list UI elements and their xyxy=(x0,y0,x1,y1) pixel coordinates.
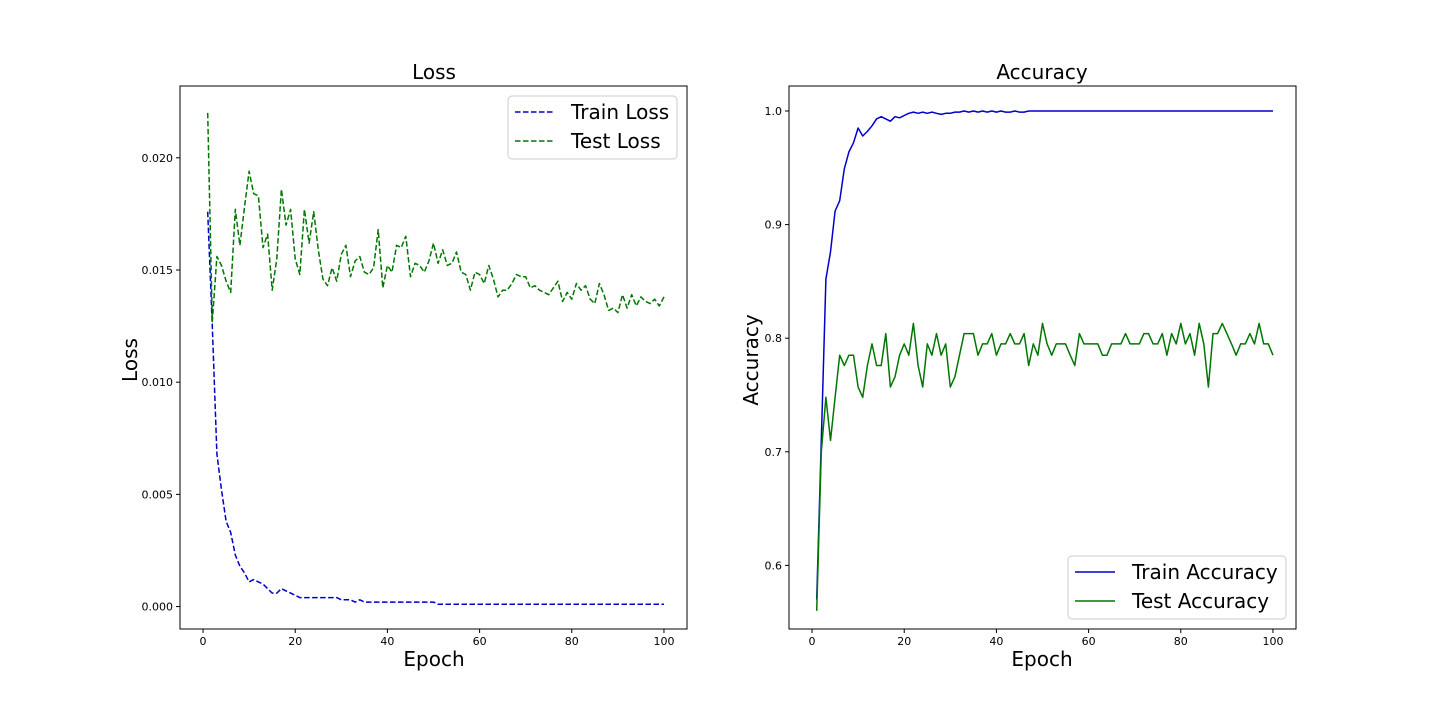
accuracy-y-tick-label: 0.6 xyxy=(765,559,783,572)
loss-plot-frame xyxy=(179,85,688,630)
accuracy-x-axis-label: Epoch xyxy=(1011,647,1072,671)
accuracy-legend-label-train: Train Accuracy xyxy=(1131,560,1278,584)
accuracy-y-axis-label: Accuracy xyxy=(739,314,763,405)
accuracy-y-ticks: 0.6 0.7 0.8 0.9 1.0 xyxy=(765,105,789,572)
accuracy-x-tick-label: 80 xyxy=(1174,635,1188,648)
accuracy-series-lines xyxy=(815,110,1274,611)
accuracy-x-tick-label: 0 xyxy=(809,635,816,648)
accuracy-legend-box xyxy=(1067,555,1287,620)
accuracy-panel: Accuracy Epoch Accuracy 0 20 40 60 80 100 0.6… xyxy=(739,60,1297,671)
loss-x-tick-label: 80 xyxy=(565,635,579,648)
accuracy-x-tick-label: 60 xyxy=(1082,635,1096,648)
accuracy-x-tick-label: 20 xyxy=(897,635,911,648)
accuracy-x-tick-label: 40 xyxy=(989,635,1003,648)
loss-x-axis-label: Epoch xyxy=(403,647,464,671)
loss-x-ticks: 0 20 40 60 80 100 xyxy=(200,629,674,648)
accuracy-y-tick-label: 0.7 xyxy=(765,446,783,459)
loss-y-axis-label: Loss xyxy=(118,338,142,382)
accuracy-legend: Train Accuracy Test Accuracy xyxy=(1067,555,1287,620)
loss-y-ticks: 0.000 0.005 0.010 0.015 0.020 xyxy=(142,152,180,614)
loss-y-tick-label: 0.020 xyxy=(142,152,174,165)
loss-x-tick-label: 0 xyxy=(200,635,207,648)
loss-legend: Train Loss Test Loss xyxy=(507,95,678,160)
accuracy-series-line-test xyxy=(815,322,1274,611)
accuracy-legend-label-test: Test Accuracy xyxy=(1131,589,1269,613)
accuracy-y-tick-label: 0.9 xyxy=(765,219,783,232)
loss-x-tick-label: 20 xyxy=(288,635,302,648)
loss-panel: Loss Epoch Loss 0 20 40 60 80 100 0.0000.0050… xyxy=(118,60,688,671)
loss-series-line-test xyxy=(206,112,665,323)
loss-legend-label-train: Train Loss xyxy=(570,100,669,124)
loss-series-line-train xyxy=(206,211,664,606)
loss-title: Loss xyxy=(412,60,456,84)
loss-y-tick-label: 0.010 xyxy=(142,376,174,389)
loss-series-lines xyxy=(206,112,665,606)
accuracy-y-tick-label: 0.8 xyxy=(765,332,783,345)
loss-x-tick-label: 60 xyxy=(473,635,487,648)
accuracy-title: Accuracy xyxy=(996,60,1087,84)
loss-y-tick-label: 0.015 xyxy=(142,264,174,277)
accuracy-plot-frame xyxy=(788,85,1297,630)
accuracy-x-tick-label: 100 xyxy=(1262,635,1283,648)
loss-x-tick-label: 40 xyxy=(380,635,394,648)
loss-x-tick-label: 100 xyxy=(653,635,674,648)
accuracy-x-ticks: 0 20 40 60 80 100 xyxy=(809,629,1283,648)
accuracy-y-tick-label: 1.0 xyxy=(765,105,783,118)
accuracy-series-line-train xyxy=(815,110,1273,600)
loss-y-tick-label: 0.005 xyxy=(142,488,174,501)
loss-legend-label-test: Test Loss xyxy=(570,129,661,153)
loss-y-tick-label: 0.000 xyxy=(142,601,174,614)
